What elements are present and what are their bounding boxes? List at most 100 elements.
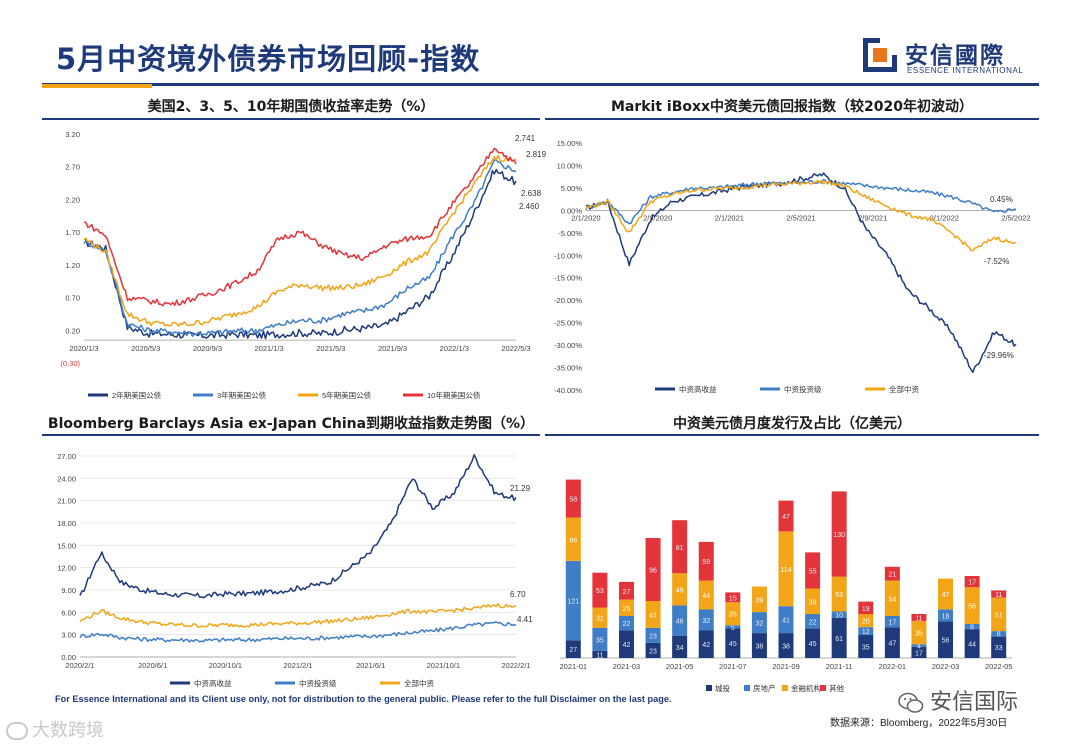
legend-label-2: 金融机构 — [791, 683, 821, 693]
x-tick-label: 2021-09 — [772, 662, 800, 671]
bar-segment-1 — [911, 644, 927, 647]
bar-value-label: 96 — [649, 567, 657, 574]
bar-segment-3 — [698, 541, 714, 581]
bar-segment-0 — [565, 640, 581, 658]
bar-segment-3 — [725, 592, 741, 603]
bar-segment-1 — [858, 627, 874, 636]
x-tick-label: 2020/6/1 — [138, 661, 167, 670]
bar-value-label: 51 — [995, 612, 1003, 619]
panel-title-iboxx: Markit iBoxx中资美元债回报指数（较2020年初波动） — [610, 99, 974, 115]
bar-value-label: 8 — [970, 625, 974, 632]
bar-segment-3 — [672, 520, 688, 574]
end-value-label: 6.70 — [510, 590, 526, 599]
bar-value-label: 54 — [888, 596, 896, 603]
y-tick-label: -30.00% — [554, 341, 582, 350]
y-tick-label: 21.00 — [57, 497, 76, 506]
y-tick-label: 10.00% — [557, 161, 583, 170]
legend-swatch-0 — [706, 685, 712, 691]
x-tick-label: 2021-11 — [826, 662, 853, 671]
bar-value-label: 35 — [729, 612, 737, 619]
y-tick-label: 0.00 — [61, 653, 76, 662]
y-tick-label: 0.00% — [561, 206, 583, 215]
y-tick-label: 27.00 — [57, 452, 76, 461]
x-tick-label: 2021-03 — [613, 662, 641, 671]
bar-value-label: 34 — [676, 645, 684, 652]
bar-segment-2 — [805, 588, 821, 615]
bar-segment-2 — [911, 621, 927, 645]
panel-rule-ust — [42, 118, 540, 120]
bar-segment-2 — [645, 600, 661, 628]
bar-segment-0 — [778, 633, 794, 658]
bar-value-label: 56 — [942, 638, 950, 645]
bar-segment-1 — [964, 623, 980, 630]
legend-label-1: 中资投资级 — [299, 678, 337, 688]
series-line-1 — [83, 159, 517, 337]
bar-value-label: 5 — [731, 625, 735, 632]
bar-segment-0 — [938, 621, 954, 658]
data-source: 数据来源：Bloomberg，2022年5月30日 — [830, 718, 1008, 729]
end-value-label: -29.96% — [984, 351, 1014, 360]
title-rule — [42, 83, 1039, 86]
bar-segment-3 — [805, 552, 821, 589]
bar-value-label: 45 — [809, 641, 817, 648]
x-tick-label: 2021/9/3 — [378, 344, 407, 353]
bar-segment-0 — [991, 636, 1007, 658]
bar-value-label: 53 — [835, 592, 843, 599]
x-tick-label: 2021/6/1 — [356, 661, 385, 670]
bar-segment-1 — [565, 560, 581, 641]
bar-segment-3 — [778, 500, 794, 532]
bar-segment-1 — [938, 609, 954, 622]
legend-label-3: 10年期美国公债 — [427, 390, 481, 400]
bar-value-label: 61 — [835, 636, 843, 643]
x-tick-label: 2022/5/3 — [501, 344, 530, 353]
bar-value-label: 66 — [569, 537, 577, 544]
bar-segment-0 — [592, 650, 608, 658]
bar-segment-0 — [618, 630, 634, 658]
bar-value-label: 45 — [729, 641, 737, 648]
bar-value-label: 35 — [862, 645, 870, 652]
panel-title-ust: 美国2、3、5、10年期国债收益率走势（%） — [147, 99, 435, 115]
series-line-1 — [585, 178, 1017, 225]
bar-value-label: 47 — [782, 514, 790, 521]
x-tick-label: 2021/5/3 — [316, 344, 345, 353]
y-tick-label: 1.70 — [65, 228, 80, 237]
x-tick-label: 2021-05 — [666, 662, 694, 671]
bar-segment-2 — [964, 587, 980, 624]
bar-value-label: 20 — [862, 619, 870, 626]
bar-segment-1 — [618, 616, 634, 631]
bar-segment-3 — [831, 491, 847, 577]
bar-value-label: 18 — [942, 613, 950, 620]
bar-value-label: 55 — [809, 568, 817, 575]
bar-value-label: 41 — [782, 618, 790, 625]
bar-value-label: 25 — [623, 606, 631, 613]
y-tick-label: -20.00% — [554, 296, 582, 305]
series-line-2 — [83, 154, 517, 327]
y-tick-label: 18.00 — [57, 519, 76, 528]
bar-value-label: 130 — [833, 532, 845, 539]
bar-value-label: 47 — [888, 641, 896, 648]
bar-segment-0 — [911, 646, 927, 658]
x-tick-label: 2020/10/1 — [209, 661, 242, 670]
legend-label-0: 2年期美国公债 — [112, 390, 162, 400]
bar-segment-1 — [672, 605, 688, 636]
y-tick-label: 1.20 — [65, 261, 80, 270]
x-tick-label: 2/9/2021 — [858, 213, 887, 222]
bar-value-label: 39 — [756, 597, 764, 604]
end-value-label: 2.741 — [515, 134, 536, 143]
bar-value-label: 38 — [756, 644, 764, 651]
y-tick-label: 0.20 — [65, 326, 80, 335]
y-tick-label: -10.00% — [554, 251, 582, 260]
bar-value-label: 33 — [995, 645, 1003, 652]
bar-segment-2 — [858, 614, 874, 628]
bar-segment-0 — [831, 618, 847, 658]
bar-value-label: 46 — [676, 619, 684, 626]
series-line-0 — [83, 168, 517, 340]
bar-value-label: 8 — [997, 632, 1001, 639]
x-tick-label: 2021/1/3 — [255, 344, 284, 353]
bar-segment-1 — [831, 611, 847, 618]
x-tick-label: 2022-05 — [985, 662, 1013, 671]
bar-segment-0 — [672, 635, 688, 658]
bar-segment-0 — [751, 633, 767, 658]
bar-segment-3 — [991, 590, 1007, 598]
